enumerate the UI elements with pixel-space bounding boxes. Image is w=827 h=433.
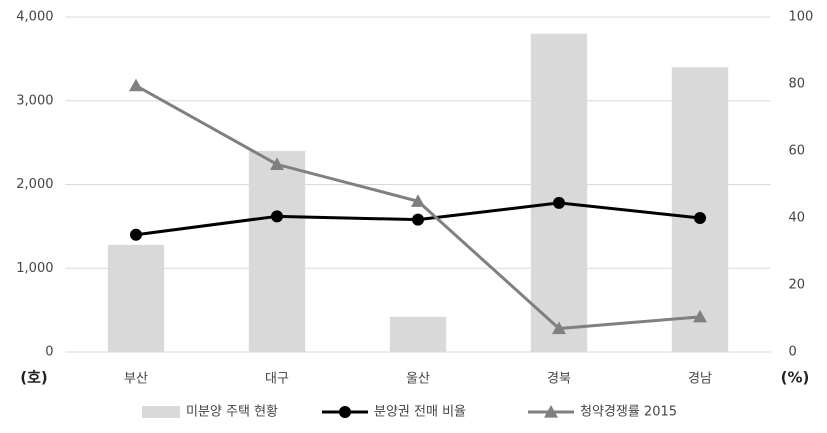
y2-tick-label: 80	[789, 77, 806, 92]
legend-label: 분양권 전매 비율	[374, 405, 466, 420]
bar	[389, 316, 447, 352]
line	[135, 84, 701, 331]
bar	[530, 33, 588, 352]
x-tick-label: 대구	[265, 372, 289, 387]
bar	[248, 151, 306, 352]
x-tick-label: 경북	[547, 372, 571, 387]
y2-unit: (%)	[781, 369, 810, 387]
y-tick-label: 2,000	[16, 177, 53, 192]
y-tick-label: 4,000	[16, 10, 53, 25]
y-tick-label: 1,000	[16, 261, 53, 276]
legend-marker	[339, 406, 351, 418]
point	[694, 212, 706, 224]
y2-tick-label: 40	[789, 211, 806, 226]
point	[129, 78, 143, 92]
point	[552, 321, 566, 335]
point	[412, 213, 424, 226]
point	[270, 157, 284, 170]
y2-tick-label: 0	[789, 345, 797, 360]
x-tick-label: 경남	[688, 372, 712, 387]
y-tick-label: 3,000	[16, 93, 53, 108]
point	[271, 210, 283, 223]
point	[553, 196, 565, 209]
legend-marker	[544, 405, 558, 418]
legend-swatch	[142, 406, 180, 418]
bar	[671, 67, 729, 352]
y-unit: (호)	[20, 369, 48, 387]
point	[130, 228, 142, 241]
point	[693, 309, 707, 323]
y2-tick-label: 100	[789, 10, 814, 25]
bar	[107, 244, 165, 352]
x-tick-label: 부산	[124, 372, 148, 387]
x-tick-label: 울산	[406, 372, 430, 387]
point	[411, 194, 425, 207]
legend-label: 미분양 주택 현황	[186, 405, 278, 420]
y-tick-label: 0	[45, 345, 53, 360]
legend-label: 청약경쟁률 2015	[580, 405, 677, 420]
y2-tick-label: 20	[789, 278, 806, 293]
y2-tick-label: 60	[789, 144, 806, 159]
